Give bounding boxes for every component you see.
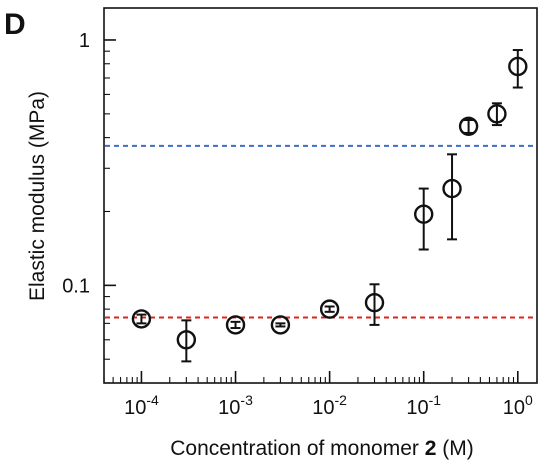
error-bar <box>181 319 192 363</box>
x-tick-label: 10-4 <box>124 392 159 419</box>
error-bar <box>324 305 335 313</box>
data-point <box>364 292 385 313</box>
error-bar <box>136 313 147 325</box>
data-point <box>319 299 340 319</box>
y-axis-title: Elastic modulus (MPa) <box>26 91 49 301</box>
error-bar <box>418 187 429 251</box>
x-tick-label: 100 <box>503 392 533 419</box>
data-point <box>442 178 462 199</box>
y-tick-label: 0.1 <box>62 275 90 297</box>
error-bar <box>275 322 286 328</box>
error-bar <box>230 320 241 330</box>
data-point <box>414 204 434 224</box>
reference-lines <box>105 144 536 319</box>
x-tick-label: 10-1 <box>406 392 441 419</box>
data-point <box>176 330 197 350</box>
data-point <box>487 104 507 124</box>
error-bars <box>136 49 523 363</box>
data-points <box>131 56 528 350</box>
data-point <box>270 315 291 335</box>
error-bar <box>463 118 474 134</box>
y-axis-ticks <box>104 39 116 384</box>
plot-frame <box>103 7 538 384</box>
y-tick-label: 1 <box>79 30 90 52</box>
error-bar <box>369 283 380 326</box>
error-bar <box>512 49 523 89</box>
panel-label: D <box>4 8 26 41</box>
data-point <box>131 309 152 329</box>
x-axis-tick-labels: 10-4 10-3 10-2 10-1 100 <box>124 392 533 419</box>
x-axis-ticks <box>103 371 519 383</box>
data-point <box>225 315 246 335</box>
x-tick-label: 10-3 <box>218 392 253 419</box>
x-axis-title: Concentration of monomer 2 (M) <box>170 437 473 460</box>
x-tick-label: 10-2 <box>312 392 347 419</box>
data-point <box>508 56 528 77</box>
data-point <box>458 116 479 136</box>
y-axis-tick-labels: 0.11 <box>62 30 90 297</box>
